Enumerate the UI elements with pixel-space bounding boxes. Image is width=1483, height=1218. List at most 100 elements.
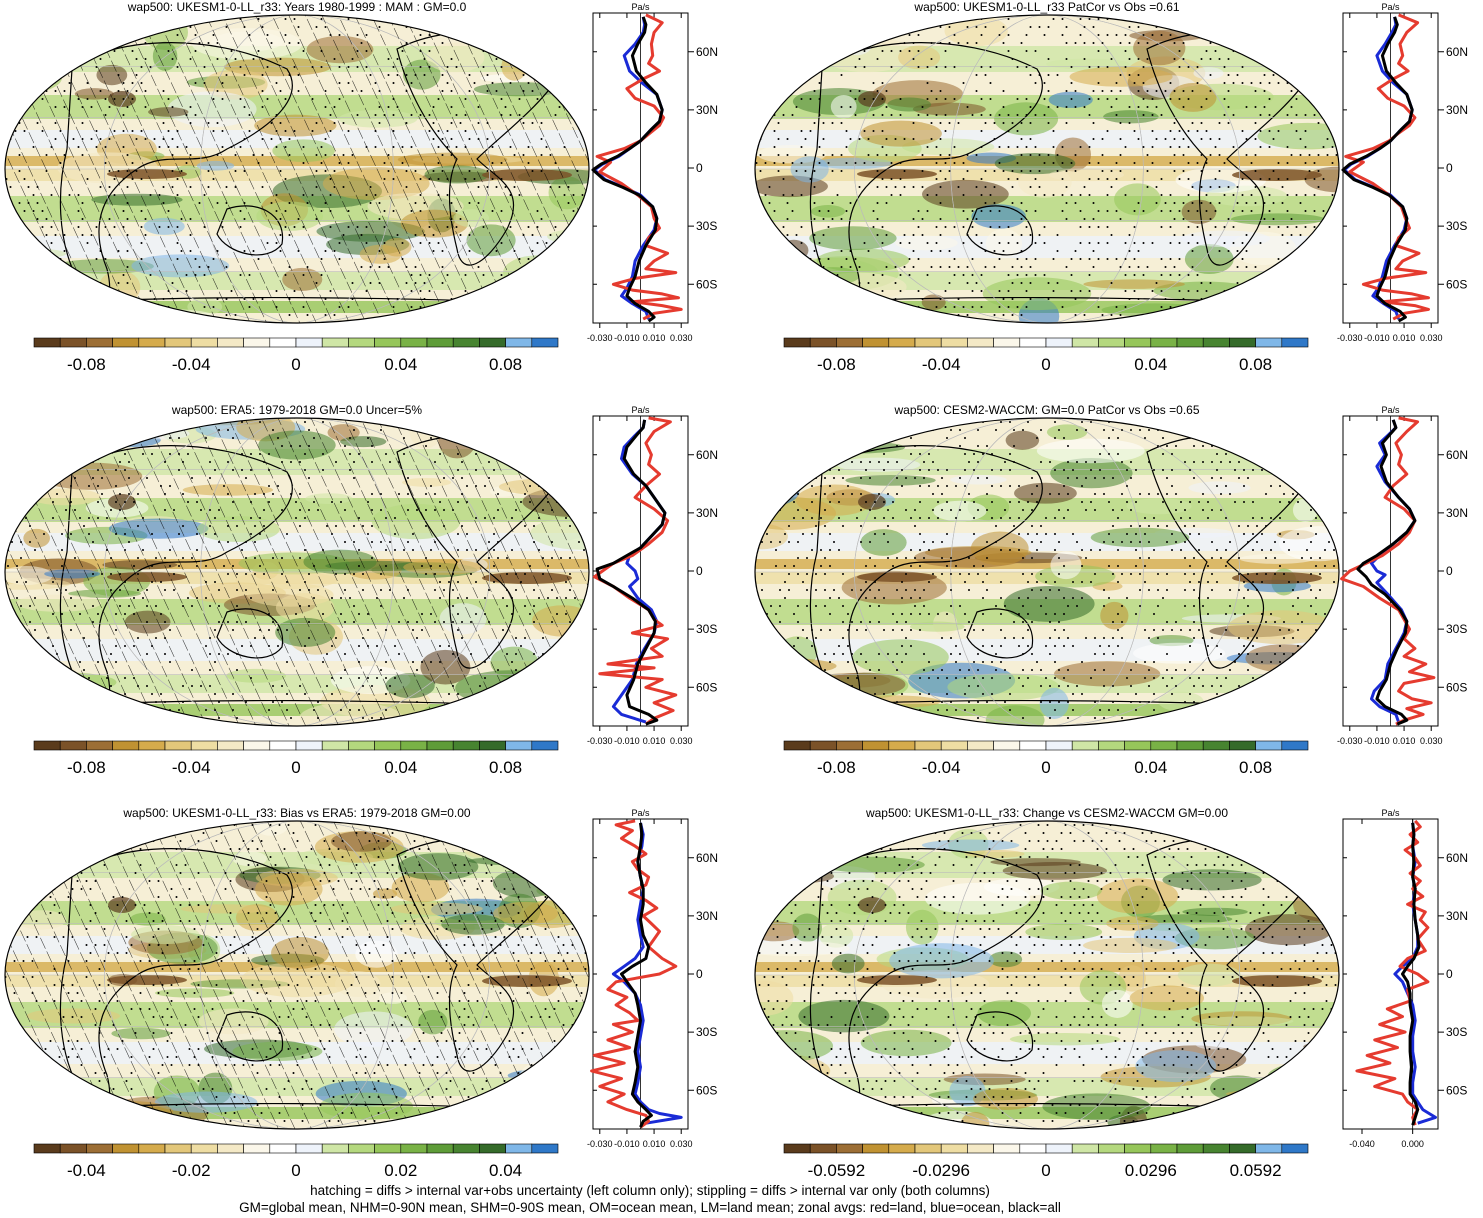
stipple-dot [1245,106,1248,108]
stipple-dot [1000,661,1002,663]
stipple-dot [1052,18,1055,20]
stipple-dot [797,477,799,479]
stipple-dot [1036,437,1038,439]
stipple-dot [860,701,862,703]
stipple-dot [29,637,31,639]
stipple-dot [1074,42,1077,44]
stipple-dot [506,717,508,719]
stipple-dot [191,685,193,687]
stipple-dot [452,589,454,591]
stipple-dot [910,517,912,519]
stipple-dot [342,234,345,236]
stipple-dot [1261,533,1263,535]
stipple-dot [1218,170,1221,172]
field-blob [37,35,95,44]
stipple-dot [1031,573,1033,575]
stipple-dot [511,517,513,519]
stipple-dot [317,701,319,703]
stipple-dot [1047,298,1050,300]
stipple-dot [538,517,540,519]
stipple-dot [86,82,89,84]
stipple-dot [509,114,512,116]
stipple-dot [1090,549,1092,551]
stipple-dot [536,242,539,244]
stipple-dot [74,685,76,687]
stipple-dot [389,541,391,543]
stipple-dot [1092,122,1095,124]
stipple-dot [1315,485,1317,487]
stipple-dot [367,613,369,615]
stipple-dot [20,701,22,703]
stipple-dot [203,18,206,20]
stipple-dot [1137,202,1140,204]
field-blob [806,267,860,285]
stipple-dot [164,701,166,703]
stipple-dot [818,242,821,244]
stipple-dot [950,701,952,703]
stipple-dot [1304,146,1307,148]
field-blob [1126,498,1192,515]
stipple-dot [892,693,894,695]
stipple-dot [45,218,48,220]
stipple-dot [1313,306,1316,308]
stipple-dot [425,429,427,431]
stipple-dot [146,477,148,479]
stipple-dot [1261,661,1263,663]
stipple-dot [77,194,80,196]
stipple-dot [230,146,233,148]
stipple-dot [757,645,759,647]
stipple-dot [488,461,490,463]
stipple-dot [1081,565,1083,567]
stipple-dot [1157,573,1159,575]
stipple-dot [14,306,17,308]
stipple-dot [119,429,121,431]
stipple-dot [829,597,831,599]
stipple-dot [387,170,390,172]
stipple-dot [209,653,211,655]
stipple-dot [189,122,192,124]
stipple-dot [1013,541,1015,543]
stipple-dot [766,469,768,471]
stipple-dot [1169,82,1172,84]
stipple-dot [135,138,138,140]
field-blob [1250,427,1339,458]
stipple-dot [973,453,975,455]
stipple-dot [1313,50,1316,52]
stipple-dot [1160,178,1163,180]
stipple-dot [558,106,561,108]
stipple-dot [1160,114,1163,116]
stipple-dot [263,637,265,639]
stipple-dot [1128,250,1131,252]
stipple-dot [939,90,942,92]
stipple-dot [99,138,102,140]
stipple-dot [23,130,26,132]
stipple-dot [266,66,269,68]
stipple-dot [845,130,848,132]
stipple-dot [1184,717,1186,719]
stipple-dot [815,669,817,671]
colorbar-cell [1202,740,1230,751]
stipple-dot [1268,290,1271,292]
stipple-dot [437,130,440,132]
stipple-dot [1315,469,1317,471]
stipple-dot [304,517,306,519]
stipple-dot [824,701,826,703]
stipple-dot [380,573,382,575]
stipple-dot [95,226,98,228]
stipple-dot [1310,669,1312,671]
stipple-dot [874,709,876,711]
stipple-dot [362,685,364,687]
colorbar-cell [426,740,454,751]
stipple-dot [1295,98,1298,100]
stipple-dot [133,597,135,599]
stipple-dot [144,90,147,92]
stipple-dot [935,194,938,196]
stipple-dot [1331,34,1334,36]
stipple-dot [74,605,76,607]
stipple-dot [1151,114,1154,116]
stipple-dot [119,589,121,591]
stipple-dot [317,509,319,511]
stipple-dot [437,242,440,244]
zonal-x-tick-label: 0.010 [643,333,666,343]
stipple-dot [815,701,817,703]
